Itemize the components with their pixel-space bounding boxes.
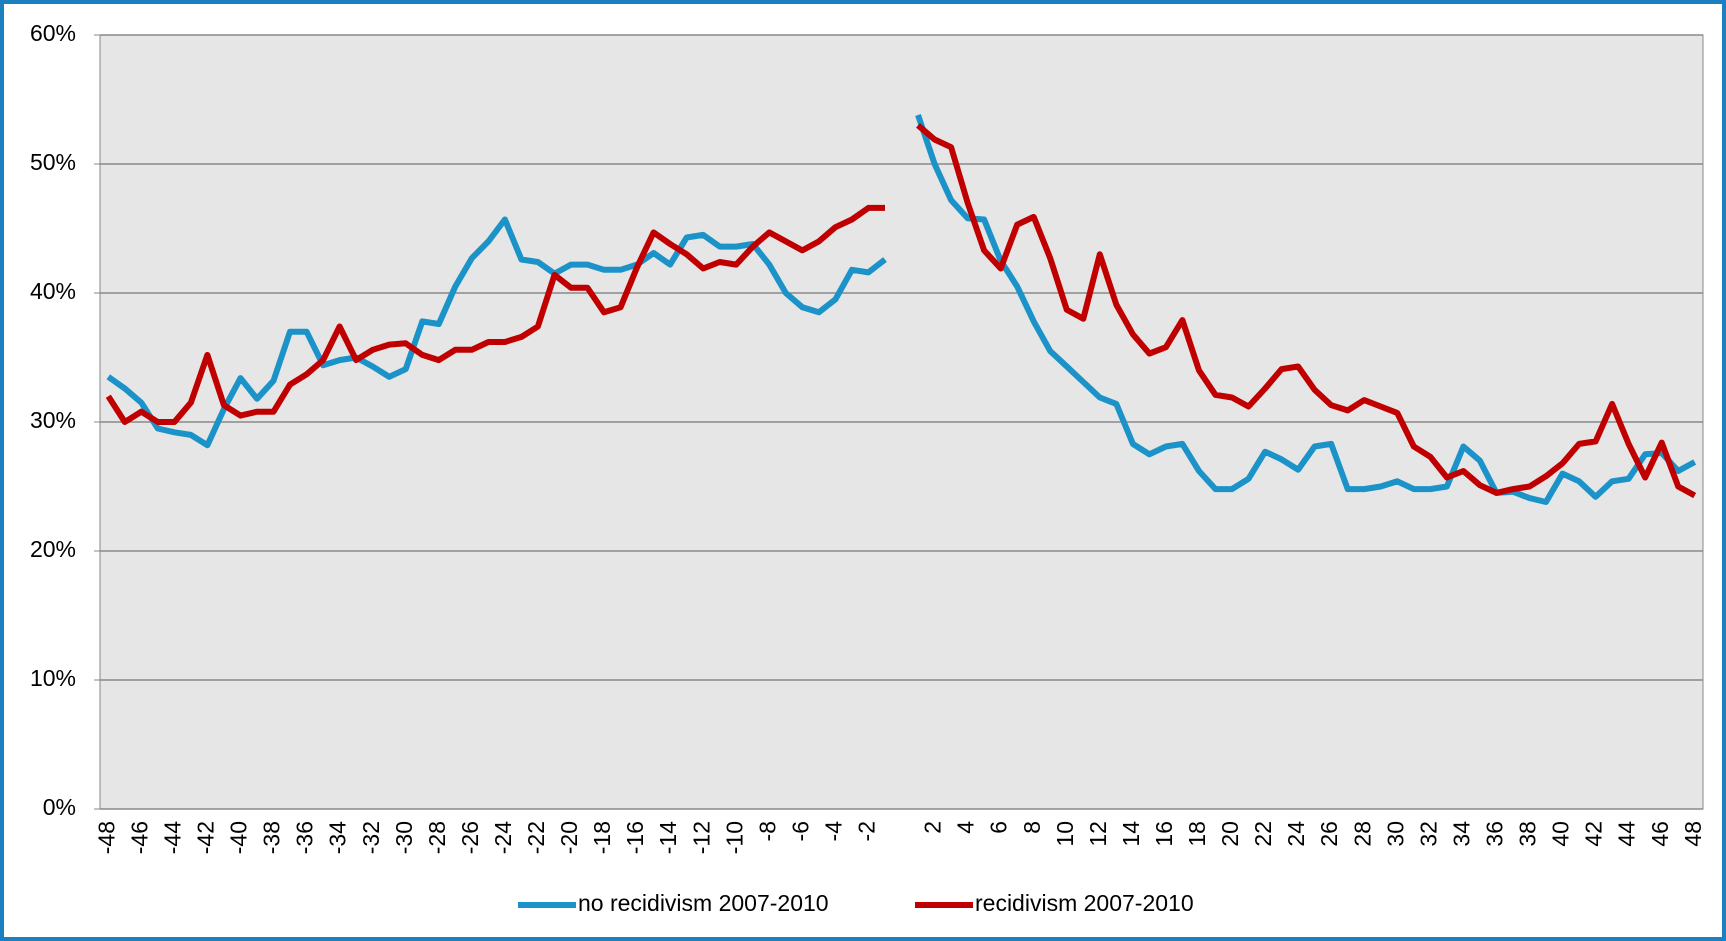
x-tick-label: -34 bbox=[325, 821, 351, 854]
x-tick-label: -18 bbox=[589, 821, 615, 854]
x-tick-label: 34 bbox=[1448, 821, 1474, 847]
x-tick-label: 44 bbox=[1614, 821, 1640, 847]
x-tick-label: -42 bbox=[192, 821, 218, 854]
x-tick-label: -40 bbox=[226, 821, 252, 854]
x-tick-label: 38 bbox=[1515, 821, 1541, 847]
x-tick-label: -14 bbox=[655, 821, 681, 854]
x-tick-label: 46 bbox=[1647, 821, 1673, 847]
x-tick-label: -4 bbox=[820, 821, 846, 842]
legend-label: no recidivism 2007-2010 bbox=[578, 890, 829, 916]
y-tick-label: 20% bbox=[30, 536, 76, 562]
y-tick-label: 40% bbox=[30, 278, 76, 304]
x-tick-label: 42 bbox=[1581, 821, 1607, 847]
x-tick-label: -36 bbox=[292, 821, 318, 854]
x-tick-label: 28 bbox=[1349, 821, 1375, 847]
x-tick-label: 8 bbox=[1019, 821, 1045, 834]
x-tick-label: 14 bbox=[1118, 821, 1144, 847]
x-tick-label: 36 bbox=[1482, 821, 1508, 847]
x-tick-label: -20 bbox=[556, 821, 582, 854]
x-tick-label: 24 bbox=[1283, 821, 1309, 847]
x-tick-label: 18 bbox=[1184, 821, 1210, 847]
x-tick-label: -12 bbox=[688, 821, 714, 854]
x-tick-label: 22 bbox=[1250, 821, 1276, 847]
x-tick-label: 4 bbox=[953, 821, 979, 834]
x-tick-label: -48 bbox=[93, 821, 119, 854]
x-tick-label: 12 bbox=[1085, 821, 1111, 847]
x-tick-label: 10 bbox=[1052, 821, 1078, 847]
y-tick-label: 0% bbox=[43, 794, 76, 820]
x-tick-label: 48 bbox=[1680, 821, 1706, 847]
y-tick-label: 30% bbox=[30, 407, 76, 433]
x-tick-label: -8 bbox=[754, 821, 780, 841]
x-tick-label: -30 bbox=[391, 821, 417, 854]
x-tick-label: -38 bbox=[259, 821, 285, 854]
x-tick-label: -2 bbox=[854, 821, 880, 841]
x-tick-label: 26 bbox=[1316, 821, 1342, 847]
x-tick-label: 30 bbox=[1382, 821, 1408, 847]
x-tick-label: -10 bbox=[721, 821, 747, 854]
x-tick-label: 6 bbox=[986, 821, 1012, 834]
legend-label: recidivism 2007-2010 bbox=[975, 890, 1194, 916]
x-tick-label: -22 bbox=[523, 821, 549, 854]
x-tick-label: -24 bbox=[490, 821, 516, 854]
x-tick-label: -46 bbox=[126, 821, 152, 854]
y-tick-label: 10% bbox=[30, 665, 76, 691]
x-tick-label: 40 bbox=[1548, 821, 1574, 847]
x-tick-label: -16 bbox=[622, 821, 648, 854]
x-tick-label: -44 bbox=[159, 821, 185, 854]
y-tick-label: 50% bbox=[30, 149, 76, 175]
x-tick-label: -6 bbox=[787, 821, 813, 841]
x-tick-label: 32 bbox=[1415, 821, 1441, 847]
x-tick-label: 20 bbox=[1217, 821, 1243, 847]
x-tick-label: 16 bbox=[1151, 821, 1177, 847]
y-tick-label: 60% bbox=[30, 20, 76, 46]
series-line bbox=[105, 123, 1697, 499]
x-tick-label: 2 bbox=[920, 821, 946, 834]
x-tick-label: -28 bbox=[424, 821, 450, 854]
x-tick-label: -32 bbox=[358, 821, 384, 854]
x-tick-label: -26 bbox=[457, 821, 483, 854]
